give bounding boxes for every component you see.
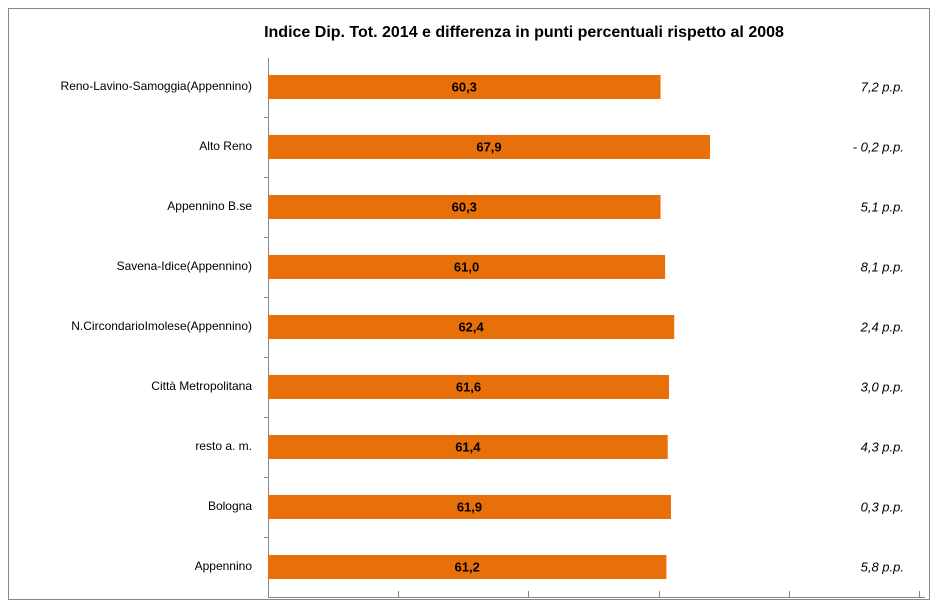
bar — [268, 75, 661, 99]
annotation: 3,0 p.p. — [861, 379, 904, 394]
value-label: 67,9 — [476, 139, 501, 154]
annotation: 8,1 p.p. — [861, 259, 904, 274]
bar — [268, 195, 661, 219]
annotation: 7,2 p.p. — [861, 79, 904, 94]
bar — [268, 435, 668, 459]
value-label: 61,0 — [454, 259, 479, 274]
y-tick-label: Appennino B.se — [167, 199, 252, 213]
bar — [268, 255, 666, 279]
bar — [268, 375, 670, 399]
annotation: 5,8 p.p. — [861, 559, 904, 574]
y-tick-label: Appennino — [195, 559, 253, 573]
y-tick-label: resto a. m. — [195, 439, 252, 453]
bar — [268, 495, 671, 519]
value-label: 61,2 — [455, 559, 480, 574]
y-tick-label: Bologna — [208, 499, 252, 513]
y-tick-label: Città Metropolitana — [151, 379, 252, 393]
value-label: 61,9 — [457, 499, 482, 514]
bar — [268, 315, 675, 339]
annotation: 0,3 p.p. — [861, 499, 904, 514]
value-label: 60,3 — [452, 79, 477, 94]
annotation: 4,3 p.p. — [861, 439, 904, 454]
y-tick-label: N.CircondarioImolese(Appennino) — [71, 319, 252, 333]
y-tick-label: Savena-Idice(Appennino) — [117, 259, 252, 273]
bar — [268, 555, 667, 579]
annotation: 2,4 p.p. — [860, 319, 904, 334]
y-tick-label: Reno-Lavino-Samoggia(Appennino) — [61, 79, 252, 93]
annotation: - 0,2 p.p. — [853, 139, 904, 154]
chart-title: Indice Dip. Tot. 2014 e differenza in pu… — [264, 24, 784, 41]
y-tick-label: Alto Reno — [199, 139, 252, 153]
value-label: 60,3 — [452, 199, 477, 214]
value-label: 61,6 — [456, 379, 481, 394]
value-label: 61,4 — [455, 439, 481, 454]
bar — [268, 135, 711, 159]
value-label: 62,4 — [458, 319, 484, 334]
annotation: 5,1 p.p. — [861, 199, 904, 214]
